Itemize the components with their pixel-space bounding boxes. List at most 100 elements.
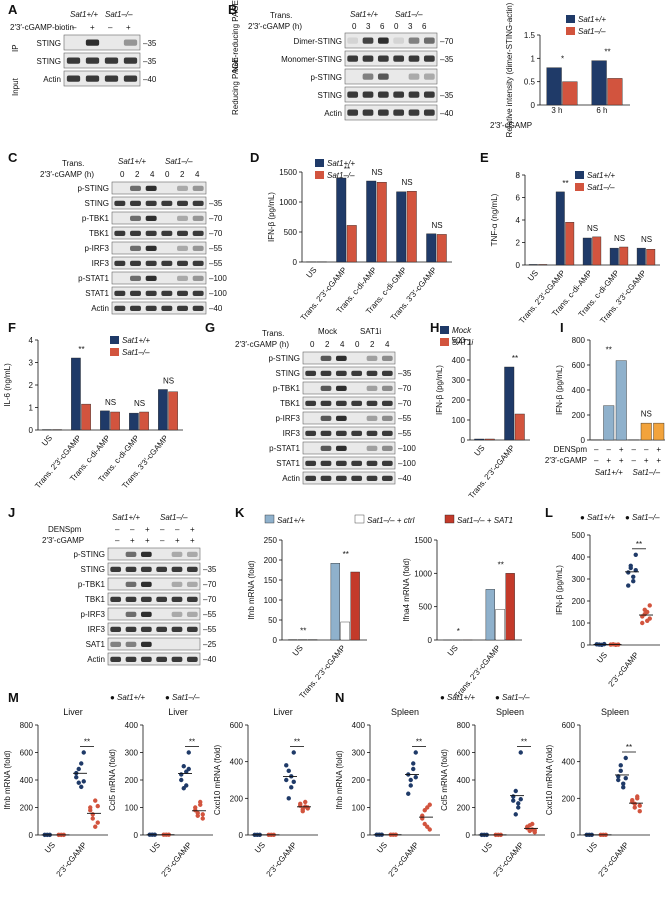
m-chart-2-point — [195, 810, 200, 816]
b-blot-band — [362, 73, 374, 80]
d-chart-sig-label: ** — [344, 165, 350, 174]
j-blot-band — [125, 581, 137, 587]
c-time: 0 — [120, 170, 125, 179]
l-chart-point — [645, 609, 650, 615]
h-legend-swatch — [440, 326, 449, 334]
f-chart-cat-label: US — [40, 434, 54, 448]
g-trans-label: Trans. — [262, 329, 284, 338]
panel-label-b: B — [228, 2, 238, 17]
i-group-ko: Sat1–/– — [632, 468, 660, 477]
g-blot-band — [351, 370, 363, 376]
j-blot-row-label: TBK1 — [85, 595, 106, 604]
a-blot-mw-label: –40 — [143, 75, 157, 84]
m-chart-1-point — [81, 750, 86, 755]
g-blot-band — [305, 430, 317, 436]
k-legend-swatch — [264, 514, 275, 524]
j-lane1-sign: – — [160, 525, 165, 534]
n-chart-3-point — [630, 797, 635, 803]
a-blot-row-label: STING — [37, 57, 61, 66]
j-blot-band — [140, 611, 152, 617]
f-chart-y-tick-label: 2 — [29, 381, 34, 390]
b-nonred-label: Non-reducing PAGE — [231, 0, 240, 72]
c-time: 4 — [150, 170, 155, 179]
i-lane1-sign: + — [656, 445, 661, 454]
b-chart-y-tick-label: 1.5 — [524, 31, 536, 40]
d-chart-sig-label: NS — [371, 168, 382, 177]
j-blot-band — [186, 551, 198, 557]
b-blot-band — [393, 55, 405, 62]
b-blot-band — [377, 73, 389, 80]
g-blot-band — [351, 460, 363, 466]
g-blot-band — [366, 415, 378, 421]
f-chart-bar — [158, 389, 168, 431]
l-chart-y-tick-label: 400 — [572, 553, 586, 562]
j-blot-band — [186, 611, 198, 617]
e-chart-cat-label: US — [526, 269, 540, 283]
l-chart-point — [631, 579, 636, 584]
j-blot-row-label: p-TBK1 — [78, 580, 106, 589]
b-blot-band — [408, 55, 420, 62]
b-time: 6 — [422, 22, 427, 31]
j-blot-band — [186, 656, 198, 662]
e-legend-label: Sat1–/– — [587, 183, 615, 192]
l-chart-cat-label: US — [595, 651, 609, 665]
c-blot-mw-label: –100 — [209, 289, 227, 298]
c-blot-band — [130, 215, 141, 221]
e-chart-bar — [609, 247, 619, 266]
i-treat1-label: DENSpm — [554, 445, 588, 454]
g-blot-row-bg — [302, 471, 396, 485]
j-blot-band — [171, 596, 183, 602]
n-chart-1-point — [427, 802, 432, 807]
n-legend-ko: ● Sat1–/– — [495, 693, 530, 702]
a-blot-mw-label: –35 — [143, 57, 157, 66]
n-chart-2-point — [513, 812, 518, 817]
b-blot-row-bg — [344, 86, 438, 103]
j-treat2-label: 2′3′-cGAMP — [42, 536, 84, 545]
d-chart-y-tick-label: 1500 — [279, 168, 297, 177]
m-chart-1-point — [90, 812, 95, 817]
i-lane1-sign: – — [644, 445, 649, 454]
b-time: 0 — [352, 22, 357, 31]
e-chart-bar — [582, 237, 592, 266]
g-group-mock: Mock — [318, 327, 338, 336]
g-blot-row-label: Actin — [282, 474, 300, 483]
m-legend-wt: ● Sat1+/+ — [110, 693, 145, 702]
a-genotype-ko: Sat1–/– — [105, 10, 133, 19]
c-blot-band — [130, 260, 141, 266]
a-blot-band — [123, 57, 138, 64]
n-chart-2-cat-label: US — [480, 841, 494, 855]
j-blot-row-bg — [107, 547, 201, 561]
l-chart-point — [626, 583, 631, 588]
m-chart-3-point — [286, 768, 291, 774]
h-chart-bar — [514, 413, 525, 441]
i-sig-label: NS — [641, 409, 652, 418]
c-blot-band — [161, 260, 173, 266]
j-blot-row-bg — [107, 577, 201, 591]
c-blot-band — [177, 185, 188, 191]
m-chart-2-point — [186, 750, 191, 755]
panel-label-e: E — [480, 150, 489, 165]
j-lane1-sign: – — [115, 525, 120, 534]
b-time: 6 — [380, 22, 385, 31]
c-blot-band — [192, 290, 204, 296]
panel-label-f: F — [8, 320, 16, 335]
k1-chart-cat-label: US — [291, 644, 305, 658]
d-legend-label: Sat1+/+ — [327, 159, 355, 168]
n-chart-1-tissue-label: Spleen — [391, 707, 419, 717]
g-blot-band — [366, 385, 378, 391]
n-legend-wt: ● Sat1+/+ — [440, 693, 475, 702]
b-red-label: Reducing PAGE — [231, 57, 240, 115]
a-blot-row-label: STING — [37, 39, 61, 48]
j-lane1-sign: + — [190, 525, 195, 534]
c-blot-band — [114, 290, 126, 296]
n-chart-3-y-tick-label: 0 — [571, 831, 576, 840]
h-chart-cat-label: US — [472, 444, 486, 458]
b-blot-band — [423, 55, 435, 62]
j-blot-row-label: SAT1 — [86, 640, 106, 649]
b-blot-mw-label: –40 — [440, 109, 454, 118]
i-chart-bar — [615, 360, 627, 441]
g-blot-row-label: STING — [276, 369, 300, 378]
g-blot-band — [366, 460, 378, 466]
c-blot-row-label: Actin — [91, 304, 109, 313]
a-blot-band — [123, 75, 138, 82]
